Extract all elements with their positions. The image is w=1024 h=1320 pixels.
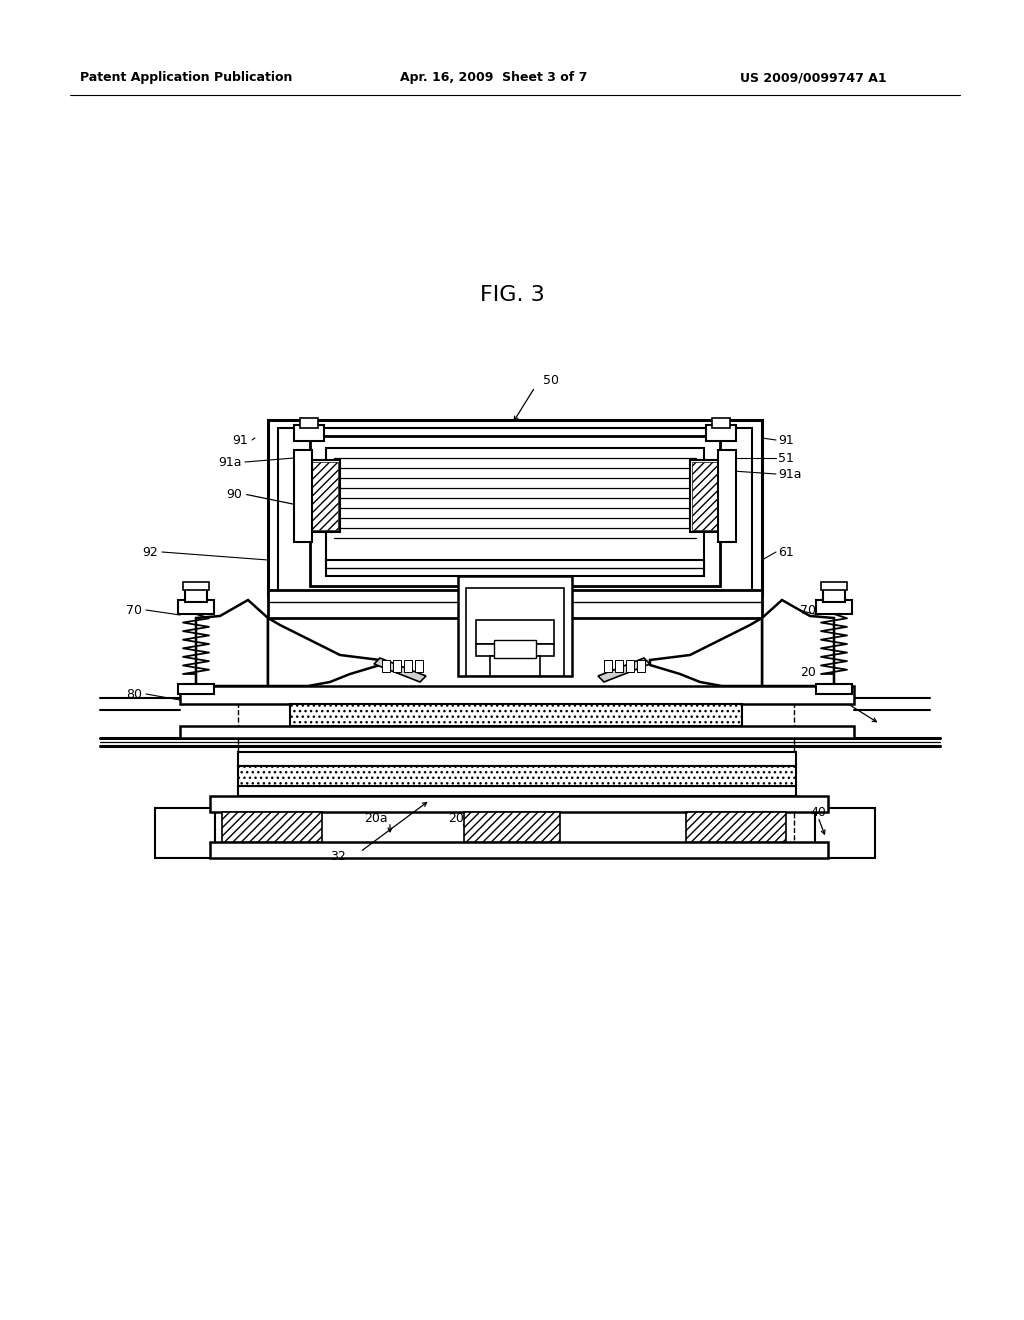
Bar (494, 640, 536, 657)
Bar (180, 726, 854, 738)
Polygon shape (604, 660, 612, 672)
Bar (183, 582, 209, 590)
Bar (490, 656, 540, 676)
Text: Patent Application Publication: Patent Application Publication (80, 71, 293, 84)
Bar (155, 808, 215, 858)
Text: 90: 90 (226, 487, 242, 500)
Text: 91: 91 (778, 433, 794, 446)
Bar (300, 418, 318, 428)
Text: 80: 80 (126, 688, 142, 701)
Text: 50: 50 (543, 374, 559, 387)
Polygon shape (268, 420, 762, 422)
Bar (718, 450, 736, 543)
Text: 91a: 91a (218, 455, 242, 469)
Bar (690, 459, 720, 532)
Text: 91: 91 (232, 433, 248, 446)
Bar (290, 704, 742, 726)
Bar (464, 812, 560, 842)
Bar (466, 587, 564, 676)
Bar (278, 428, 752, 593)
Bar (476, 620, 554, 644)
Polygon shape (762, 601, 834, 686)
Bar (268, 420, 762, 595)
Text: 10: 10 (820, 681, 836, 694)
Bar (210, 796, 828, 812)
Bar (312, 462, 338, 531)
Bar (185, 587, 207, 602)
Bar (238, 785, 796, 796)
Bar (180, 686, 854, 704)
Bar (310, 459, 340, 532)
Text: 70: 70 (800, 603, 816, 616)
Polygon shape (196, 601, 268, 686)
Bar (815, 808, 874, 858)
Bar (326, 560, 705, 576)
Bar (816, 684, 852, 694)
Bar (294, 450, 312, 543)
Text: FIG. 3: FIG. 3 (479, 285, 545, 305)
Bar (692, 462, 718, 531)
Text: Apr. 16, 2009  Sheet 3 of 7: Apr. 16, 2009 Sheet 3 of 7 (400, 71, 588, 84)
Polygon shape (382, 660, 390, 672)
Bar (326, 447, 705, 570)
Polygon shape (637, 660, 645, 672)
Text: 61: 61 (778, 545, 794, 558)
Bar (821, 582, 847, 590)
Polygon shape (650, 618, 762, 686)
Text: US 2009/0099747 A1: US 2009/0099747 A1 (740, 71, 887, 84)
Bar (310, 436, 720, 586)
Polygon shape (626, 660, 634, 672)
Bar (476, 644, 554, 656)
Polygon shape (615, 660, 623, 672)
Bar (178, 684, 214, 694)
Bar (823, 587, 845, 602)
Bar (294, 425, 324, 441)
Bar (238, 752, 796, 766)
Polygon shape (268, 618, 380, 686)
Bar (210, 842, 828, 858)
Bar (712, 418, 730, 428)
Bar (268, 590, 762, 618)
Text: 40: 40 (810, 805, 826, 818)
Bar (458, 576, 572, 676)
Bar (706, 425, 736, 441)
Bar (178, 601, 214, 614)
Bar (222, 812, 322, 842)
Polygon shape (393, 660, 401, 672)
Polygon shape (374, 657, 426, 682)
Text: 20a: 20a (365, 812, 388, 825)
Bar (686, 812, 786, 842)
Text: 32: 32 (330, 850, 346, 862)
Text: 70: 70 (126, 603, 142, 616)
Text: 91a: 91a (778, 467, 802, 480)
Text: 92: 92 (142, 545, 158, 558)
Polygon shape (598, 657, 650, 682)
Polygon shape (415, 660, 423, 672)
Text: 51: 51 (778, 451, 794, 465)
Text: 20: 20 (800, 665, 816, 678)
Bar (238, 766, 796, 785)
Bar (816, 601, 852, 614)
Polygon shape (404, 660, 412, 672)
Text: 20b: 20b (449, 812, 472, 825)
